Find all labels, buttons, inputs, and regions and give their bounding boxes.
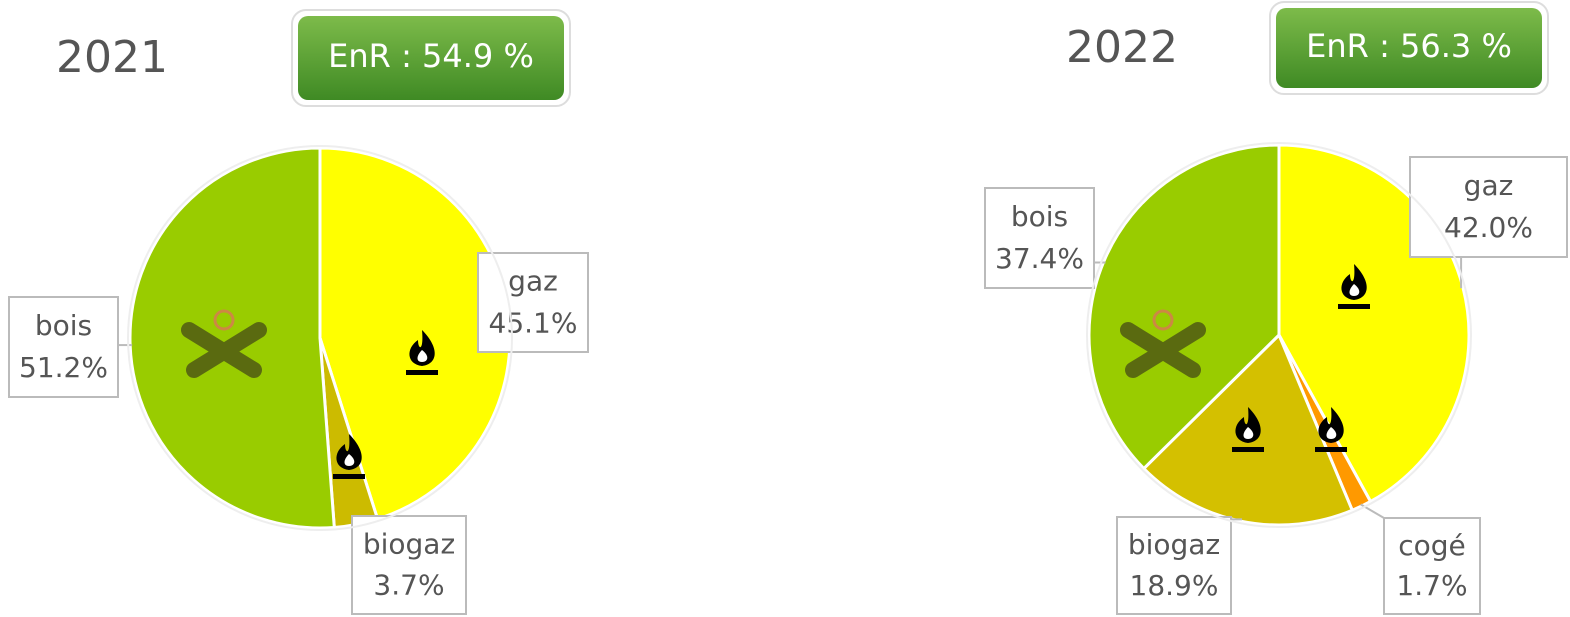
- flame-icon-inner: [344, 454, 355, 466]
- flame-icon-inner: [1349, 284, 1360, 296]
- wood-icon: [213, 309, 235, 331]
- pie-outline: [1086, 142, 1472, 528]
- label-box: [351, 515, 467, 615]
- wood-icon: [1152, 309, 1174, 331]
- label-name: biogaz: [363, 527, 455, 560]
- pie-outline: [127, 145, 513, 531]
- label-value: 18.9%: [1130, 569, 1219, 602]
- flame-icon: [1318, 407, 1344, 443]
- flame-icon: [409, 330, 435, 366]
- label-value: 42.0%: [1444, 211, 1533, 244]
- label-box: [1383, 517, 1481, 615]
- wood-icon: [1120, 322, 1206, 378]
- label-value: 45.1%: [489, 306, 578, 339]
- burner: [333, 474, 365, 479]
- burner: [1338, 304, 1370, 309]
- burner: [406, 370, 438, 375]
- label-name: bois: [35, 309, 92, 342]
- chart-title: 2022: [1066, 22, 1178, 73]
- label-name: gaz: [1464, 169, 1514, 202]
- label-box: [984, 187, 1095, 289]
- badge: [1276, 8, 1542, 88]
- flame-icon: [1341, 264, 1367, 300]
- label-value: 51.2%: [19, 351, 108, 384]
- label-name: bois: [1011, 200, 1068, 233]
- burner: [1315, 447, 1347, 452]
- label-value: 37.4%: [995, 242, 1084, 275]
- flame-icon: [336, 434, 362, 470]
- label-box: [8, 296, 119, 398]
- label-name: gaz: [508, 265, 558, 298]
- chart-title: 2021: [56, 32, 168, 83]
- label-box: [477, 252, 589, 353]
- badge: [298, 16, 564, 100]
- label-box: [1116, 516, 1232, 615]
- label-value: 3.7%: [373, 569, 444, 602]
- wood-icon: [181, 322, 267, 378]
- flame-icon-inner: [417, 350, 428, 362]
- flame-icon-inner: [1326, 427, 1337, 439]
- flame-icon-inner: [1243, 427, 1254, 439]
- flame-icon: [1235, 407, 1261, 443]
- burner: [1232, 447, 1264, 452]
- label-name: biogaz: [1128, 528, 1220, 561]
- label-value: 1.7%: [1396, 569, 1467, 602]
- label-box: [1409, 156, 1568, 258]
- label-name: cogé: [1398, 529, 1466, 562]
- badge-text: EnR : 56.3 %: [1306, 27, 1512, 65]
- badge-text: EnR : 54.9 %: [328, 37, 534, 75]
